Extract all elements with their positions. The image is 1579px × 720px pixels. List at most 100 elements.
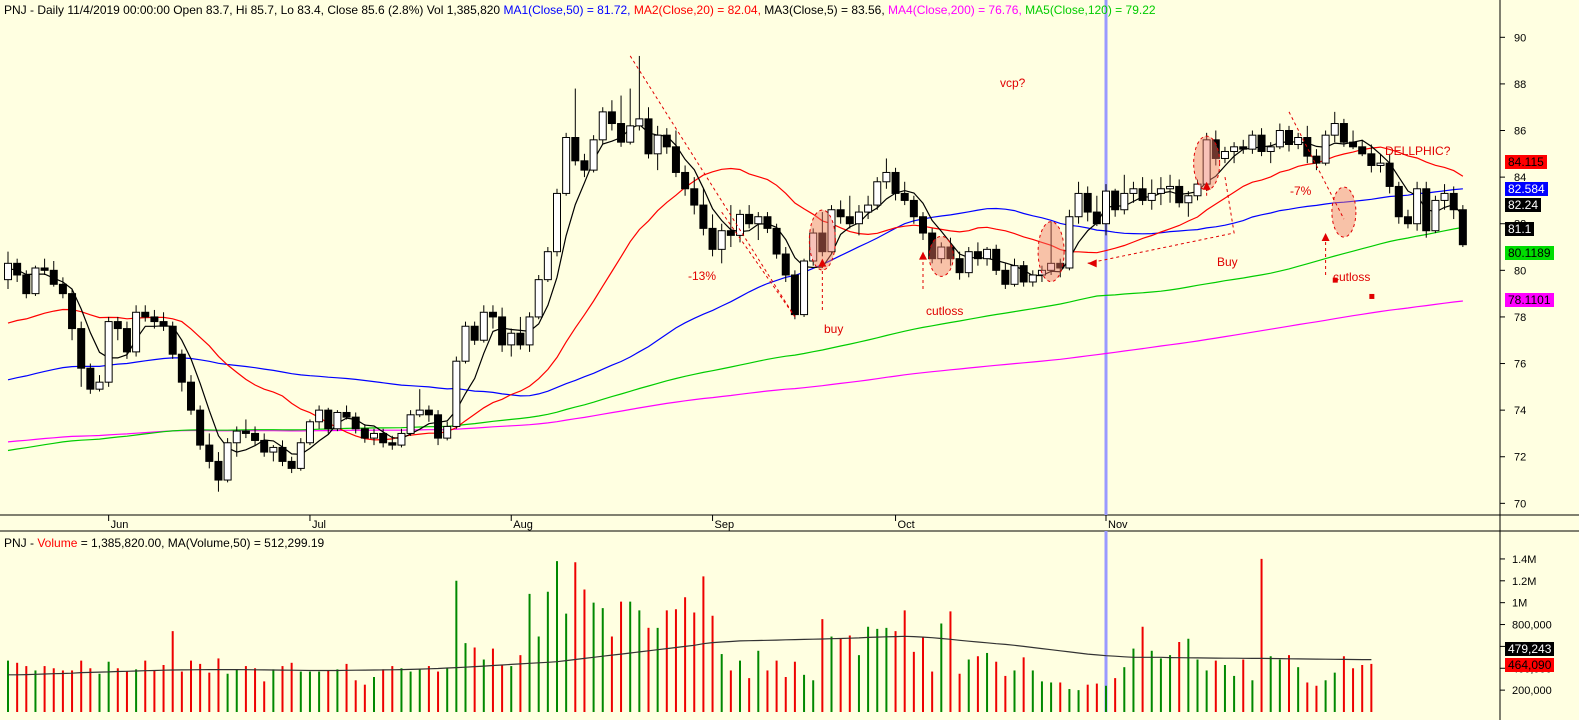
candle-body: [818, 232, 827, 253]
price-tag-ma3-label: 82.24: [1508, 198, 1539, 212]
candle-body: [1303, 137, 1312, 157]
annotation-minus7: -7%: [1290, 184, 1312, 198]
candle-body: [1193, 183, 1202, 197]
candle-body: [717, 230, 726, 250]
candle-body: [589, 139, 598, 171]
candle-body: [315, 409, 324, 423]
candle-body: [1248, 134, 1257, 150]
candle-body: [1220, 150, 1229, 159]
price-tick-label: 88: [1514, 79, 1526, 91]
candle-body: [681, 171, 690, 190]
candle-body: [516, 332, 525, 346]
price-tag-ma1-label: 82.584: [1508, 182, 1545, 196]
candle-body: [836, 209, 845, 218]
month-tick-label: Oct: [898, 519, 915, 531]
candle-body: [653, 134, 662, 155]
candle-body: [68, 293, 77, 330]
candle-body: [1092, 211, 1101, 225]
candle-body: [644, 118, 653, 155]
price-tag-ma4: 78.1101: [1505, 293, 1554, 307]
candle-body: [1440, 192, 1449, 201]
cutloss-marker-1: [1332, 277, 1338, 283]
volume-tag-ma: 479,243: [1505, 642, 1555, 656]
header-ma2: MA2(Close,20) = 82.04,: [633, 3, 761, 17]
price-tag-ma5-label: 80.1189: [1508, 246, 1551, 260]
candle-body: [1458, 209, 1467, 246]
candle-body: [1312, 155, 1321, 164]
candle-body: [1184, 195, 1193, 204]
candle-body: [232, 430, 241, 444]
candle-body: [278, 446, 287, 462]
candle-body: [223, 442, 232, 481]
candle-body: [1230, 146, 1239, 152]
candle-body: [763, 216, 772, 229]
month-tick-label: Nov: [1108, 519, 1128, 531]
candle-body: [662, 134, 671, 148]
price-tag-ma4-label: 78.1101: [1508, 293, 1551, 307]
candle-body: [1449, 192, 1458, 211]
candle-body: [1239, 146, 1248, 150]
candle-body: [983, 248, 992, 260]
candle-body: [40, 267, 49, 271]
annotation-buy-1: buy: [824, 322, 844, 336]
candle-body: [22, 274, 31, 295]
candle-body: [955, 258, 964, 274]
candle-body: [1120, 192, 1129, 211]
price-tag-ma2-label: 84.115: [1508, 155, 1544, 169]
candle-body: [113, 321, 122, 330]
cutloss-arrow-1-head: [919, 251, 927, 260]
candle-body: [854, 211, 863, 225]
candle-body: [598, 111, 607, 141]
candle-body: [800, 260, 809, 316]
candle-body: [919, 216, 927, 234]
candle-body: [1175, 185, 1184, 204]
ma5-line: [7, 226, 1464, 452]
ma4-line: [7, 300, 1463, 443]
highlight-ellipse-1: [808, 209, 836, 271]
candle-body: [269, 446, 278, 453]
candle-body: [58, 283, 67, 295]
candle-body: [1156, 188, 1165, 194]
candle-body: [1083, 192, 1092, 213]
candle-body: [635, 118, 644, 127]
price-tick-label: 78: [1514, 312, 1526, 324]
volume-tick-label: 200,000: [1512, 685, 1552, 697]
candle-body: [287, 460, 296, 469]
candle-body: [1285, 130, 1293, 145]
volume-tag-ma-label: 479,243: [1508, 642, 1552, 656]
candle-body: [406, 414, 415, 434]
candle-body: [1211, 139, 1220, 159]
candle-body: [708, 227, 717, 250]
candle-body: [177, 353, 186, 383]
candle-body: [1349, 141, 1358, 148]
candle-body: [1019, 265, 1028, 283]
candle-body: [260, 439, 269, 453]
candle-body: [772, 227, 781, 255]
candle-body: [1065, 216, 1074, 269]
buy-arrow-1-head: [818, 258, 827, 267]
candle-body: [534, 279, 543, 318]
candle-body: [196, 409, 205, 446]
ma3-line: [7, 123, 1464, 456]
candle-body: [864, 204, 873, 213]
candle-body: [1294, 137, 1303, 145]
candle-body: [370, 432, 378, 439]
candle-body: [607, 111, 616, 125]
volume-tick-label: 1.2M: [1512, 576, 1536, 588]
ma2-line: [7, 146, 1464, 441]
candle-body: [1431, 199, 1440, 232]
candle-body: [214, 460, 223, 481]
candle-body: [461, 325, 470, 362]
annotation-vcp: vcp?: [1000, 76, 1026, 90]
highlight-ellipse-5: [1331, 186, 1357, 238]
price-tick-label: 80: [1514, 265, 1526, 277]
month-tick-label: Jun: [111, 519, 129, 531]
candle-body: [388, 442, 397, 446]
highlight-ellipse-4: [1193, 135, 1221, 191]
cutloss-marker-2: [1369, 293, 1375, 299]
candle-body: [1266, 146, 1275, 152]
candle-body: [507, 332, 516, 346]
volume-tick-label: 800,000: [1512, 620, 1552, 632]
